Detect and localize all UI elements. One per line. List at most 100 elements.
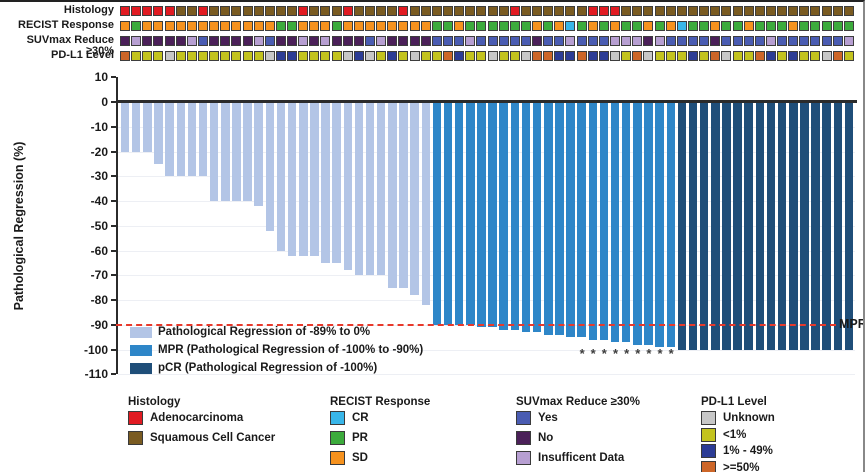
annotation-square bbox=[643, 36, 654, 46]
annotation-square bbox=[743, 51, 754, 61]
annotation-square bbox=[476, 36, 487, 46]
waterfall-bar bbox=[176, 102, 186, 177]
asterisk-marker: * bbox=[590, 346, 596, 361]
annotation-square bbox=[676, 51, 687, 61]
annotation-square bbox=[409, 51, 420, 61]
mpr-threshold-line bbox=[116, 323, 836, 326]
annotation-square bbox=[843, 51, 854, 61]
annotation-square bbox=[598, 51, 609, 61]
annotation-square bbox=[732, 6, 743, 16]
annotation-square bbox=[832, 51, 843, 61]
annotation-square bbox=[732, 21, 743, 31]
annotation-square bbox=[654, 6, 665, 16]
annotation-square bbox=[643, 6, 654, 16]
annotation-square bbox=[153, 21, 164, 31]
annotation-square bbox=[454, 21, 465, 31]
annotation-square bbox=[788, 21, 799, 31]
y-tick-label: -10 bbox=[90, 119, 108, 134]
annotation-square bbox=[175, 6, 186, 16]
annotation-square bbox=[342, 36, 353, 46]
gridline bbox=[118, 250, 855, 252]
annotation-square bbox=[120, 36, 130, 46]
gridline bbox=[118, 374, 855, 376]
annotation-square bbox=[231, 36, 242, 46]
legend-label-mpr: MPR (Pathological Regression of -100% to… bbox=[158, 344, 424, 356]
annotation-square bbox=[454, 36, 465, 46]
annotation-square bbox=[810, 21, 821, 31]
waterfall-bar bbox=[699, 102, 709, 350]
legend-item-label: 1% - 49% bbox=[723, 445, 773, 457]
legend-swatch bbox=[516, 411, 531, 425]
annotation-square bbox=[598, 36, 609, 46]
legend-item-label: Squamous Cell Cancer bbox=[150, 432, 276, 444]
annotation-square bbox=[777, 21, 787, 31]
annotation-square bbox=[632, 36, 643, 46]
annotation-square bbox=[710, 21, 721, 31]
annotation-square bbox=[598, 6, 609, 16]
annotation-square bbox=[120, 51, 130, 61]
annotation-square bbox=[142, 36, 153, 46]
annotation-square bbox=[498, 21, 509, 31]
annotation-square bbox=[198, 6, 208, 16]
annotation-square bbox=[253, 21, 264, 31]
waterfall-bar bbox=[454, 102, 464, 325]
annotation-square bbox=[754, 6, 765, 16]
y-tick-mark bbox=[111, 299, 116, 301]
annotation-square bbox=[554, 36, 565, 46]
annotation-square bbox=[242, 6, 253, 16]
waterfall-bar bbox=[655, 102, 664, 347]
annotation-square bbox=[153, 51, 164, 61]
annotation-square bbox=[153, 6, 164, 16]
annotation-square bbox=[754, 36, 765, 46]
legend-label-light: Pathological Regression of -89% to 0% bbox=[158, 326, 371, 338]
y-tick-mark bbox=[111, 323, 116, 326]
legend-swatch bbox=[701, 411, 716, 425]
annotation-square bbox=[799, 6, 810, 16]
annotation-square bbox=[632, 6, 643, 16]
legend-swatch-mpr bbox=[130, 345, 152, 356]
annotation-square bbox=[209, 21, 220, 31]
annotation-square bbox=[587, 6, 598, 16]
legend-swatch bbox=[128, 431, 143, 445]
waterfall-bar bbox=[555, 102, 564, 335]
annotation-square bbox=[220, 36, 231, 46]
waterfall-bar bbox=[510, 102, 520, 330]
track-label-2: RECIST Response bbox=[18, 19, 114, 31]
waterfall-bar bbox=[232, 102, 241, 201]
annotation-square bbox=[788, 6, 799, 16]
annotation-square bbox=[409, 21, 420, 31]
asterisk-marker: * bbox=[668, 346, 674, 361]
legend-swatch bbox=[128, 411, 143, 425]
waterfall-bar bbox=[187, 102, 197, 177]
asterisk-marker: * bbox=[579, 346, 585, 361]
annotation-square bbox=[120, 21, 130, 31]
waterfall-bar bbox=[711, 102, 720, 350]
waterfall-bar bbox=[566, 102, 575, 338]
annotation-square bbox=[298, 6, 309, 16]
annotation-square bbox=[699, 51, 710, 61]
annotation-square bbox=[198, 36, 208, 46]
annotation-square bbox=[632, 21, 643, 31]
legend-swatch bbox=[330, 431, 345, 445]
annotation-square bbox=[710, 6, 721, 16]
waterfall-bar bbox=[733, 102, 742, 350]
y-tick-mark bbox=[111, 101, 116, 103]
annotation-square bbox=[331, 6, 342, 16]
waterfall-bar bbox=[800, 102, 809, 350]
annotation-square bbox=[253, 6, 264, 16]
annotation-square bbox=[732, 36, 743, 46]
waterfall-bar bbox=[477, 102, 486, 328]
track-label-3: SUVmax Reduce ≥30% bbox=[26, 34, 114, 57]
annotation-square bbox=[610, 51, 620, 61]
annotation-square bbox=[788, 51, 799, 61]
gridline bbox=[118, 225, 855, 227]
annotation-square bbox=[331, 36, 342, 46]
annotation-square bbox=[576, 51, 587, 61]
annotation-square bbox=[365, 36, 375, 46]
annotation-square bbox=[231, 51, 242, 61]
legend-swatch bbox=[330, 451, 345, 465]
legend-swatch bbox=[330, 411, 345, 425]
annotation-square bbox=[353, 21, 364, 31]
annotation-square bbox=[710, 51, 721, 61]
y-axis-title: Pathological Regression (%) bbox=[12, 141, 26, 311]
